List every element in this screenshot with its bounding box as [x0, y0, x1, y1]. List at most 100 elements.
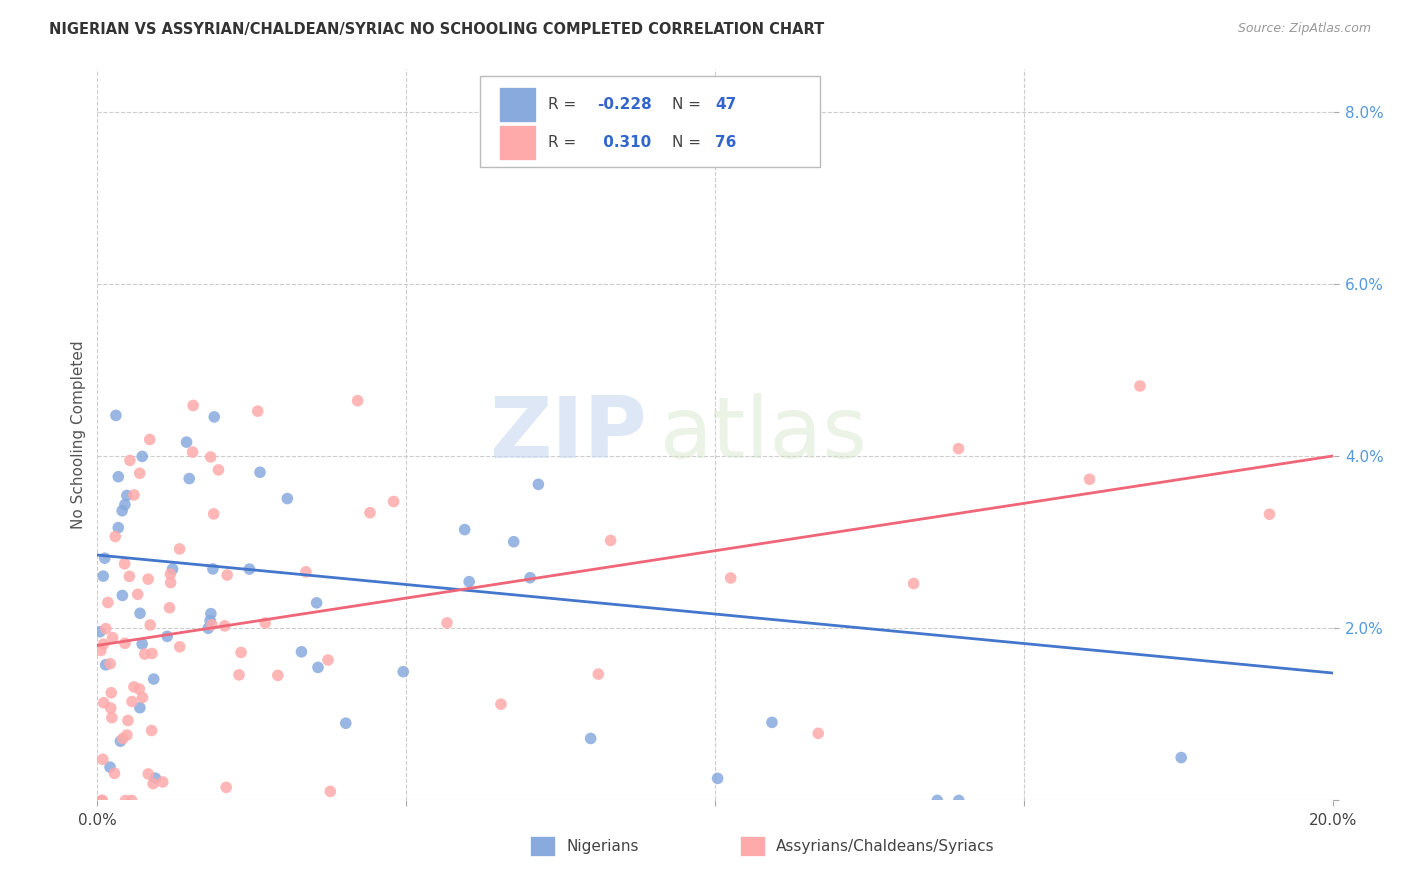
Point [121, 793, 143, 807]
Text: N =: N = [672, 135, 706, 150]
Point [118, 453, 141, 467]
Point [97, 595, 120, 609]
Point [903, 576, 925, 591]
Point [89, 624, 111, 639]
Point [114, 557, 136, 571]
Point [202, 507, 225, 521]
Point [90, 643, 112, 657]
Point [159, 600, 181, 615]
Point [458, 574, 481, 589]
Point [131, 637, 153, 651]
Point [91, 569, 114, 583]
Point [502, 534, 524, 549]
Text: Source: ZipAtlas.com: Source: ZipAtlas.com [1237, 22, 1371, 36]
Point [927, 793, 949, 807]
Point [94, 657, 117, 672]
Point [107, 469, 129, 483]
Point [169, 541, 191, 556]
Point [346, 393, 368, 408]
Point [228, 668, 250, 682]
Point [249, 465, 271, 479]
Point [104, 529, 127, 543]
Point [141, 723, 163, 738]
Point [254, 615, 277, 630]
Text: Nigerians: Nigerians [567, 838, 638, 854]
Point [335, 716, 357, 731]
Point [117, 714, 139, 728]
Point [159, 575, 181, 590]
Point [94, 622, 117, 636]
Point [115, 728, 138, 742]
Point [128, 681, 150, 696]
Point [115, 488, 138, 502]
Point [127, 587, 149, 601]
Point [159, 567, 181, 582]
Point [215, 780, 238, 795]
Point [93, 551, 115, 566]
Point [156, 629, 179, 643]
Point [122, 488, 145, 502]
Point [93, 696, 115, 710]
Text: Assyrians/Chaldeans/Syriacs: Assyrians/Chaldeans/Syriacs [776, 838, 995, 854]
Point [761, 715, 783, 730]
Point [169, 640, 191, 654]
Point [1258, 507, 1281, 521]
FancyBboxPatch shape [481, 76, 820, 168]
Text: R =: R = [548, 135, 581, 150]
Point [93, 637, 115, 651]
Point [114, 636, 136, 650]
Point [207, 463, 229, 477]
Point [110, 734, 132, 748]
Point [527, 477, 550, 491]
Point [131, 690, 153, 705]
Point [114, 498, 136, 512]
Text: NIGERIAN VS ASSYRIAN/CHALDEAN/SYRIAC NO SCHOOLING COMPLETED CORRELATION CHART: NIGERIAN VS ASSYRIAN/CHALDEAN/SYRIAC NO … [49, 22, 824, 37]
Point [136, 572, 159, 586]
Point [1170, 750, 1192, 764]
Text: ZIP: ZIP [489, 393, 647, 476]
Point [295, 565, 318, 579]
Point [202, 409, 225, 424]
Point [129, 607, 152, 621]
Point [162, 562, 184, 576]
Point [91, 752, 114, 766]
Text: -0.228: -0.228 [598, 97, 652, 112]
Point [100, 701, 122, 715]
Point [176, 435, 198, 450]
Point [139, 618, 162, 632]
Point [128, 467, 150, 481]
Point [290, 645, 312, 659]
Text: atlas: atlas [659, 393, 868, 476]
Point [104, 409, 127, 423]
Bar [499, 87, 536, 122]
Point [136, 767, 159, 781]
Point [307, 660, 329, 674]
Point [201, 618, 224, 632]
Point [246, 404, 269, 418]
Point [91, 793, 114, 807]
Point [238, 562, 260, 576]
Point [101, 711, 124, 725]
Point [807, 726, 830, 740]
Point [720, 571, 742, 585]
Point [181, 445, 204, 459]
Point [198, 614, 221, 628]
Point [1129, 379, 1152, 393]
Bar [499, 125, 536, 161]
Point [197, 621, 219, 635]
Point [107, 521, 129, 535]
Point [489, 697, 512, 711]
Point [143, 771, 166, 785]
Point [267, 668, 290, 682]
Point [91, 793, 114, 807]
Point [179, 472, 201, 486]
Point [276, 491, 298, 506]
Point [142, 672, 165, 686]
Point [948, 793, 970, 807]
Y-axis label: No Schooling Completed: No Schooling Completed [72, 340, 86, 529]
Point [229, 645, 252, 659]
Point [453, 523, 475, 537]
Point [1078, 472, 1101, 486]
Point [152, 775, 174, 789]
Point [201, 562, 224, 576]
